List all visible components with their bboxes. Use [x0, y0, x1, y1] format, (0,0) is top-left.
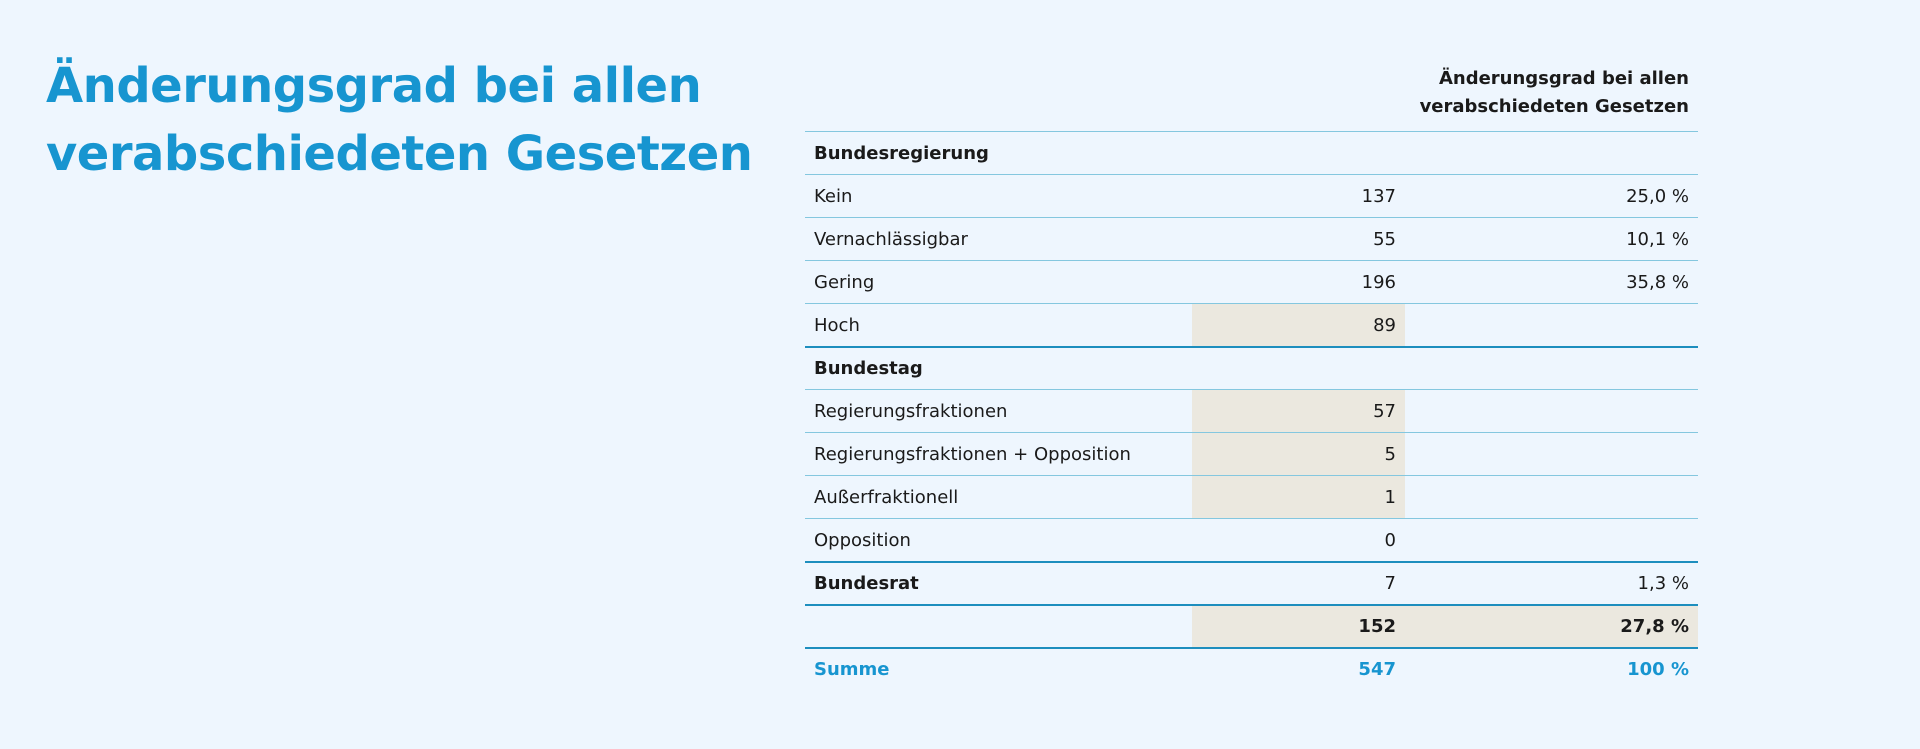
row-value: 57 [1192, 390, 1405, 432]
row-label: Bundestag [814, 358, 923, 379]
row-value: 152 [1192, 606, 1405, 647]
table-row: Regierungsfraktionen 57 [805, 389, 1698, 432]
row-value: 55 [1373, 228, 1396, 250]
row-value [1192, 348, 1405, 389]
row-label: Bundesrat [814, 573, 919, 594]
row-label: Vernachlässigbar [814, 228, 968, 250]
table-row-subtotal: 152 27,8 % [805, 604, 1698, 647]
row-percent: 10,1 % [1626, 228, 1689, 250]
row-value: 0 [1384, 529, 1396, 551]
row-value [1192, 132, 1405, 174]
row-label: Summe [814, 659, 890, 680]
row-value: 547 [1358, 659, 1396, 680]
row-value: 137 [1361, 185, 1396, 207]
row-percent [1405, 519, 1698, 561]
table-row: Regierungsfraktionen + Opposition 5 [805, 432, 1698, 475]
row-value: 196 [1361, 271, 1396, 293]
row-value: 5 [1192, 433, 1405, 475]
table-row: Kein 137 25,0 % [805, 174, 1698, 217]
table-row-bundestag: Bundestag [805, 346, 1698, 389]
row-value: 7 [1384, 573, 1396, 594]
row-value: 89 [1192, 304, 1405, 346]
page-title-line-1: Änderungsgrad bei allen [46, 58, 702, 114]
row-label: Außerfraktionell [814, 486, 959, 508]
table-row: Vernachlässigbar 55 10,1 % [805, 217, 1698, 260]
table-row-bundesregierung: Bundesregierung [805, 131, 1698, 174]
row-value: 1 [1192, 476, 1405, 518]
row-label: Kein [814, 185, 853, 207]
row-label: Bundesregierung [814, 142, 989, 164]
row-label: Regierungsfraktionen + Opposition [814, 443, 1131, 465]
page-title: Änderungsgrad bei allen verabschiedeten … [46, 52, 753, 188]
row-percent [1405, 348, 1698, 389]
row-percent: 35,8 % [1626, 271, 1689, 293]
page-title-line-2: verabschiedeten Gesetzen [46, 126, 753, 182]
row-percent [1405, 476, 1698, 518]
table-row: Außerfraktionell 1 [805, 475, 1698, 518]
table-row-bundesrat: Bundesrat 7 1,3 % [805, 561, 1698, 604]
row-percent [1405, 132, 1698, 174]
column-header-line-2: verabschiedeten Gesetzen [1419, 96, 1689, 117]
table-row: Opposition 0 [805, 518, 1698, 561]
data-table: Änderungsgrad bei allen verabschiedeten … [805, 60, 1698, 690]
column-header-line-1: Änderungsgrad bei allen [1438, 68, 1689, 89]
row-percent [1405, 304, 1698, 346]
row-percent: 100 % [1627, 659, 1689, 680]
row-label: Gering [814, 271, 875, 293]
row-label: Regierungsfraktionen [814, 400, 1008, 422]
row-percent: 25,0 % [1626, 185, 1689, 207]
column-header-percent: Änderungsgrad bei allen verabschiedeten … [805, 60, 1698, 131]
table-row-summe: Summe 547 100 % [805, 647, 1698, 690]
table-row: Gering 196 35,8 % [805, 260, 1698, 303]
table-row: Hoch 89 [805, 303, 1698, 346]
row-label: Opposition [814, 529, 911, 551]
row-label [805, 606, 1192, 647]
row-label: Hoch [814, 314, 860, 336]
row-percent [1405, 390, 1698, 432]
row-percent: 27,8 % [1405, 606, 1698, 647]
row-percent [1405, 433, 1698, 475]
row-percent: 1,3 % [1637, 573, 1689, 594]
